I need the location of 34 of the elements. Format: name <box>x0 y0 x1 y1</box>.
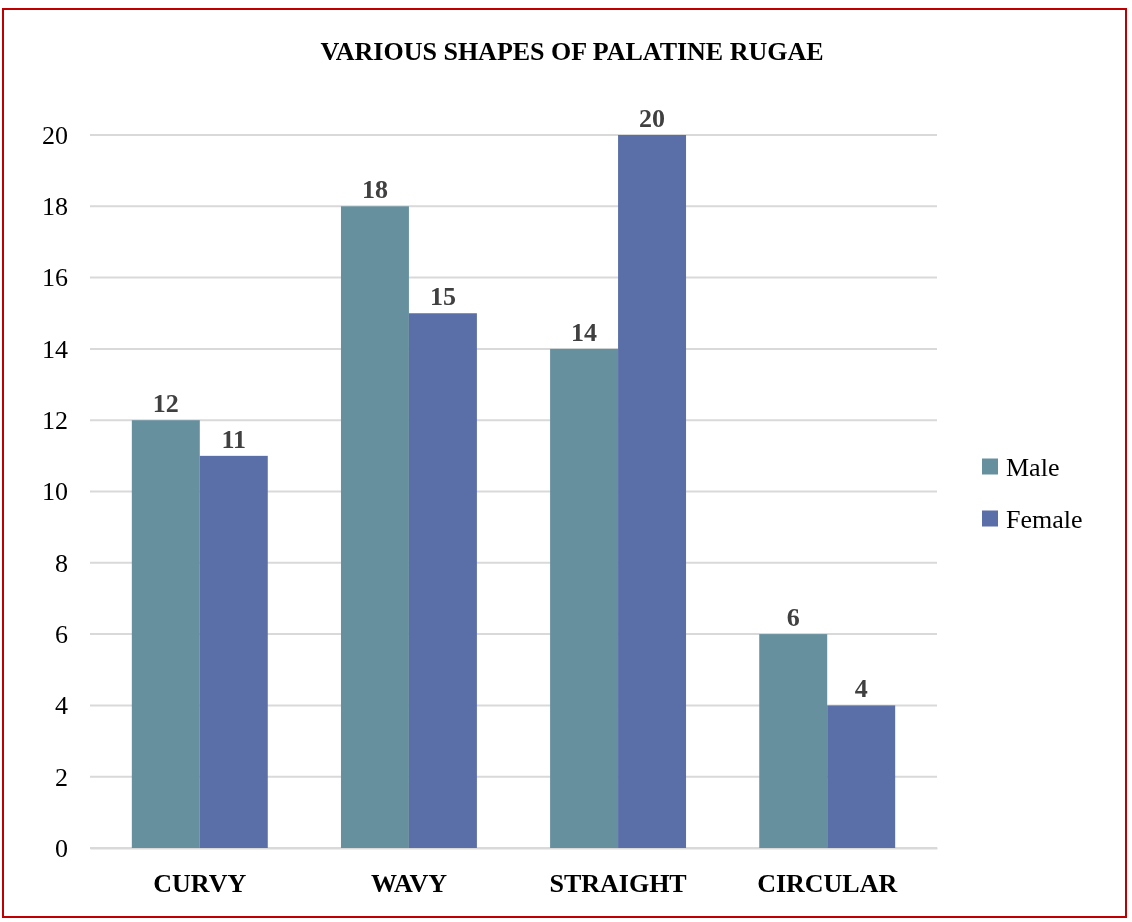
y-tick-label: 12 <box>42 406 68 436</box>
y-tick-label: 20 <box>42 120 68 150</box>
legend-label: Male <box>1006 452 1060 482</box>
y-tick-label: 2 <box>55 762 68 792</box>
data-label: 12 <box>152 389 179 419</box>
data-label: 11 <box>221 424 247 454</box>
data-label: 20 <box>639 104 666 133</box>
y-tick-label: 0 <box>55 833 68 863</box>
bar <box>550 348 619 848</box>
y-tick-label: 14 <box>42 334 68 364</box>
bar <box>131 420 200 848</box>
y-tick-label: 10 <box>42 477 68 507</box>
x-tick-label: STRAIGHT <box>549 869 687 899</box>
data-label: 6 <box>786 603 800 633</box>
data-label: 18 <box>361 175 388 205</box>
bar <box>199 455 268 848</box>
y-tick-label: 8 <box>55 548 68 578</box>
x-tick-label: WAVY <box>370 869 448 899</box>
bar <box>340 206 409 848</box>
y-tick-label: 16 <box>42 263 68 293</box>
bar <box>408 313 477 848</box>
x-tick-label: CURVY <box>153 869 247 899</box>
y-tick-label: 18 <box>42 192 68 222</box>
legend-label: Female <box>1006 504 1083 534</box>
x-tick-label: CIRCULAR <box>757 869 898 899</box>
bar <box>618 135 687 848</box>
chart-title: VARIOUS SHAPES OF PALATINE RUGAE <box>320 37 824 66</box>
y-tick-label: 6 <box>55 619 68 649</box>
y-tick-label: 4 <box>55 691 68 721</box>
data-label: 15 <box>429 282 456 312</box>
data-label: 14 <box>571 317 598 347</box>
bar <box>759 634 828 848</box>
bar <box>827 705 896 848</box>
data-label: 4 <box>854 674 868 704</box>
